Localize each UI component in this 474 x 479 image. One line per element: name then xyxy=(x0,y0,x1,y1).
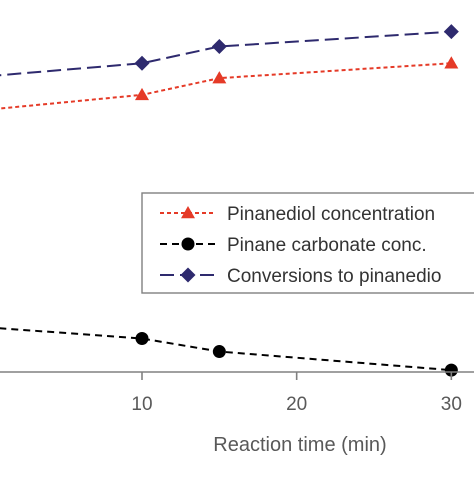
data-point xyxy=(211,39,227,54)
legend-marker xyxy=(180,267,196,283)
plot-area xyxy=(0,24,459,377)
x-tick-label: 20 xyxy=(286,394,307,415)
series-line xyxy=(0,62,452,110)
data-point xyxy=(444,56,459,69)
legend-marker xyxy=(181,237,195,251)
legend-items: Pinanediol concentration Pinane carbonate… xyxy=(160,204,441,287)
data-point xyxy=(135,87,149,101)
x-tick-label: 10 xyxy=(131,394,152,415)
data-point xyxy=(212,345,226,359)
legend-item: Conversions to pinanedio xyxy=(160,266,441,287)
legend-item: Pinane carbonate conc. xyxy=(160,235,427,256)
legend: Pinanediol concentration Pinane carbonate… xyxy=(141,192,474,294)
data-point xyxy=(134,55,150,71)
legend-label: Conversions to pinanedio xyxy=(227,266,441,287)
series-2 xyxy=(0,327,458,377)
series-line xyxy=(0,30,452,77)
data-point xyxy=(444,363,458,377)
x-tick-label: 30 xyxy=(441,394,462,415)
series-3 xyxy=(0,24,459,77)
series-line xyxy=(0,327,452,372)
legend-item: Pinanediol concentration xyxy=(160,204,435,225)
data-point xyxy=(212,71,227,84)
x-axis-title: Reaction time (min) xyxy=(213,434,386,456)
legend-label: Pinane carbonate conc. xyxy=(227,235,427,256)
legend-marker xyxy=(181,206,195,219)
x-axis: 10 20 30 xyxy=(0,371,474,415)
data-point xyxy=(135,332,149,346)
data-point xyxy=(443,24,459,40)
series-1 xyxy=(0,56,459,110)
legend-label: Pinanediol concentration xyxy=(227,204,435,225)
